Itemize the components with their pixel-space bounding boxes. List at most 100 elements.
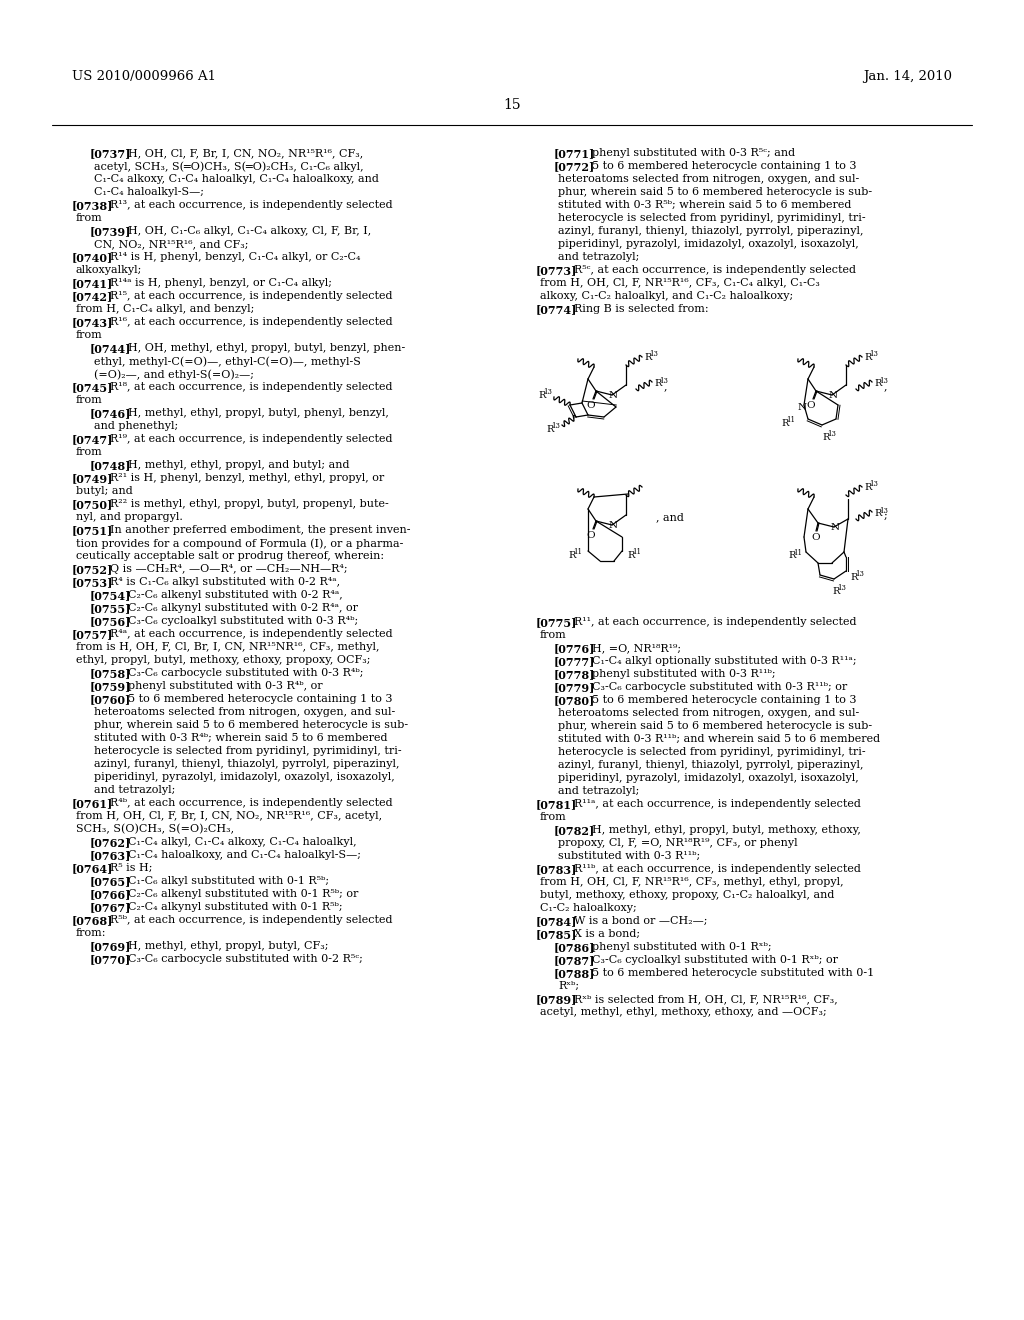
- Text: 13: 13: [649, 350, 657, 358]
- Text: [0756]: [0756]: [90, 616, 131, 627]
- Text: [0781]: [0781]: [536, 799, 578, 810]
- Text: US 2010/0009966 A1: US 2010/0009966 A1: [72, 70, 216, 83]
- Text: piperidinyl, pyrazolyl, imidazolyl, oxazolyl, isoxazolyl,: piperidinyl, pyrazolyl, imidazolyl, oxaz…: [94, 772, 394, 781]
- Text: butyl; and: butyl; and: [76, 486, 133, 496]
- Text: stituted with 0-3 R⁵ᵇ; wherein said 5 to 6 membered: stituted with 0-3 R⁵ᵇ; wherein said 5 to…: [558, 201, 851, 210]
- Text: C₂-C₆ alkenyl substituted with 0-1 R⁵ᵇ; or: C₂-C₆ alkenyl substituted with 0-1 R⁵ᵇ; …: [128, 888, 358, 899]
- Text: ,: ,: [664, 381, 668, 391]
- Text: R: R: [644, 352, 651, 362]
- Text: 13: 13: [879, 507, 888, 515]
- Text: [0770]: [0770]: [90, 954, 131, 965]
- Text: 5 to 6 membered heterocycle containing 1 to 3: 5 to 6 membered heterocycle containing 1…: [592, 696, 856, 705]
- Text: from: from: [76, 330, 102, 341]
- Text: from H, OH, Cl, F, Br, I, CN, NO₂, NR¹⁵R¹⁶, CF₃, acetyl,: from H, OH, Cl, F, Br, I, CN, NO₂, NR¹⁵R…: [76, 810, 382, 821]
- Text: 13: 13: [869, 350, 878, 358]
- Text: acetyl, SCH₃, S(═O)CH₃, S(═O)₂CH₃, C₁-C₆ alkyl,: acetyl, SCH₃, S(═O)CH₃, S(═O)₂CH₃, C₁-C₆…: [94, 161, 364, 172]
- Text: 15: 15: [503, 98, 521, 112]
- Text: Rˣᵇ is selected from H, OH, Cl, F, NR¹⁵R¹⁶, CF₃,: Rˣᵇ is selected from H, OH, Cl, F, NR¹⁵R…: [574, 994, 838, 1005]
- Text: R¹¹ᵃ, at each occurrence, is independently selected: R¹¹ᵃ, at each occurrence, is independent…: [574, 799, 861, 809]
- Text: substituted with 0-3 R¹¹ᵇ;: substituted with 0-3 R¹¹ᵇ;: [558, 851, 700, 861]
- Text: phenyl substituted with 0-3 R¹¹ᵇ;: phenyl substituted with 0-3 R¹¹ᵇ;: [592, 669, 775, 678]
- Text: from: from: [76, 447, 102, 457]
- Text: C₁-C₂ haloalkoxy;: C₁-C₂ haloalkoxy;: [540, 903, 637, 913]
- Text: Ring B is selected from:: Ring B is selected from:: [574, 304, 709, 314]
- Text: R¹¹ᵇ, at each occurrence, is independently selected: R¹¹ᵇ, at each occurrence, is independent…: [574, 865, 861, 874]
- Text: azinyl, furanyl, thienyl, thiazolyl, pyrrolyl, piperazinyl,: azinyl, furanyl, thienyl, thiazolyl, pyr…: [558, 760, 863, 770]
- Text: acetyl, methyl, ethyl, methoxy, ethoxy, and —OCF₃;: acetyl, methyl, ethyl, methoxy, ethoxy, …: [540, 1007, 826, 1016]
- Text: [0737]: [0737]: [90, 148, 131, 158]
- Text: from: from: [76, 395, 102, 405]
- Text: ;: ;: [884, 511, 888, 521]
- Text: 13: 13: [837, 583, 846, 591]
- Text: [0758]: [0758]: [90, 668, 131, 678]
- Text: C₃-C₆ cycloalkyl substituted with 0-1 Rˣᵇ; or: C₃-C₆ cycloalkyl substituted with 0-1 Rˣ…: [592, 954, 838, 965]
- Text: and tetrazolyl;: and tetrazolyl;: [558, 785, 639, 796]
- Text: [0765]: [0765]: [90, 876, 131, 887]
- Text: piperidinyl, pyrazolyl, imidazolyl, oxazolyl, isoxazolyl,: piperidinyl, pyrazolyl, imidazolyl, oxaz…: [558, 239, 859, 249]
- Text: 5 to 6 membered heterocycle substituted with 0-1: 5 to 6 membered heterocycle substituted …: [592, 968, 874, 978]
- Text: [0776]: [0776]: [554, 643, 595, 653]
- Text: 11: 11: [793, 549, 802, 557]
- Text: X is a bond;: X is a bond;: [574, 929, 640, 939]
- Text: R⁵ is H;: R⁵ is H;: [110, 863, 153, 873]
- Text: [0788]: [0788]: [554, 968, 595, 979]
- Text: and tetrazolyl;: and tetrazolyl;: [94, 785, 175, 795]
- Text: [0786]: [0786]: [554, 942, 595, 953]
- Text: R: R: [864, 352, 871, 362]
- Text: R: R: [788, 552, 796, 561]
- Text: R: R: [546, 425, 553, 433]
- Text: [0777]: [0777]: [554, 656, 595, 667]
- Text: H, OH, methyl, ethyl, propyl, butyl, benzyl, phen-: H, OH, methyl, ethyl, propyl, butyl, ben…: [128, 343, 406, 352]
- Text: R¹³, at each occurrence, is independently selected: R¹³, at each occurrence, is independentl…: [110, 201, 392, 210]
- Text: R⁵ᶜ, at each occurrence, is independently selected: R⁵ᶜ, at each occurrence, is independentl…: [574, 265, 856, 275]
- Text: [0745]: [0745]: [72, 381, 114, 393]
- Text: H, methyl, ethyl, propyl, butyl, methoxy, ethoxy,: H, methyl, ethyl, propyl, butyl, methoxy…: [592, 825, 861, 836]
- Text: 13: 13: [659, 378, 668, 385]
- Text: H, methyl, ethyl, propyl, and butyl; and: H, methyl, ethyl, propyl, and butyl; and: [128, 459, 349, 470]
- Text: (=O)₂—, and ethyl-S(=O)₂—;: (=O)₂—, and ethyl-S(=O)₂—;: [94, 370, 254, 380]
- Text: [0746]: [0746]: [90, 408, 131, 418]
- Text: ceutically acceptable salt or prodrug thereof, wherein:: ceutically acceptable salt or prodrug th…: [76, 550, 384, 561]
- Text: Rˣᵇ;: Rˣᵇ;: [558, 981, 580, 991]
- Text: [0764]: [0764]: [72, 863, 114, 874]
- Text: heterocycle is selected from pyridinyl, pyrimidinyl, tri-: heterocycle is selected from pyridinyl, …: [558, 213, 865, 223]
- Text: heteroatoms selected from nitrogen, oxygen, and sul-: heteroatoms selected from nitrogen, oxyg…: [558, 174, 859, 183]
- Text: heterocycle is selected from pyridinyl, pyrimidinyl, tri-: heterocycle is selected from pyridinyl, …: [558, 747, 865, 756]
- Text: N: N: [798, 403, 807, 412]
- Text: R: R: [864, 483, 871, 491]
- Text: 5 to 6 membered heterocycle containing 1 to 3: 5 to 6 membered heterocycle containing 1…: [128, 694, 392, 704]
- Text: and tetrazolyl;: and tetrazolyl;: [558, 252, 639, 261]
- Text: C₁-C₄ alkyl, C₁-C₄ alkoxy, C₁-C₄ haloalkyl,: C₁-C₄ alkyl, C₁-C₄ alkoxy, C₁-C₄ haloalk…: [128, 837, 356, 847]
- Text: [0741]: [0741]: [72, 279, 114, 289]
- Text: phenyl substituted with 0-1 Rˣᵇ;: phenyl substituted with 0-1 Rˣᵇ;: [592, 942, 772, 952]
- Text: O: O: [587, 531, 595, 540]
- Text: Q is —CH₂R⁴, —O—R⁴, or —CH₂—NH—R⁴;: Q is —CH₂R⁴, —O—R⁴, or —CH₂—NH—R⁴;: [110, 564, 347, 574]
- Text: 11: 11: [573, 548, 582, 556]
- Text: H, OH, Cl, F, Br, I, CN, NO₂, NR¹⁵R¹⁶, CF₃,: H, OH, Cl, F, Br, I, CN, NO₂, NR¹⁵R¹⁶, C…: [128, 148, 364, 158]
- Text: from: from: [540, 812, 566, 822]
- Text: [0762]: [0762]: [90, 837, 131, 847]
- Text: ethyl, methyl-C(=O)—, ethyl-C(=O)—, methyl-S: ethyl, methyl-C(=O)—, ethyl-C(=O)—, meth…: [94, 356, 360, 367]
- Text: [0753]: [0753]: [72, 577, 114, 587]
- Text: [0779]: [0779]: [554, 682, 595, 693]
- Text: [0747]: [0747]: [72, 434, 114, 445]
- Text: ethyl, propyl, butyl, methoxy, ethoxy, propoxy, OCF₃;: ethyl, propyl, butyl, methoxy, ethoxy, p…: [76, 655, 371, 665]
- Text: nyl, and propargyl.: nyl, and propargyl.: [76, 512, 183, 521]
- Text: [0772]: [0772]: [554, 161, 595, 172]
- Text: R⁴ᵃ, at each occurrence, is independently selected: R⁴ᵃ, at each occurrence, is independentl…: [110, 630, 392, 639]
- Text: piperidinyl, pyrazolyl, imidazolyl, oxazolyl, isoxazolyl,: piperidinyl, pyrazolyl, imidazolyl, oxaz…: [558, 774, 859, 783]
- Text: , and: , and: [656, 512, 684, 521]
- Text: phur, wherein said 5 to 6 membered heterocycle is sub-: phur, wherein said 5 to 6 membered heter…: [558, 721, 872, 731]
- Text: C₁-C₆ alkyl substituted with 0-1 R⁵ᵇ;: C₁-C₆ alkyl substituted with 0-1 R⁵ᵇ;: [128, 876, 329, 886]
- Text: azinyl, furanyl, thienyl, thiazolyl, pyrrolyl, piperazinyl,: azinyl, furanyl, thienyl, thiazolyl, pyr…: [94, 759, 399, 770]
- Text: 13: 13: [543, 388, 552, 396]
- Text: [0768]: [0768]: [72, 915, 114, 927]
- Text: 11: 11: [632, 548, 641, 556]
- Text: R¹⁸, at each occurrence, is independently selected: R¹⁸, at each occurrence, is independentl…: [110, 381, 392, 392]
- Text: tion provides for a compound of Formula (I), or a pharma-: tion provides for a compound of Formula …: [76, 539, 403, 549]
- Text: R¹⁴ is H, phenyl, benzyl, C₁-C₄ alkyl, or C₂-C₄: R¹⁴ is H, phenyl, benzyl, C₁-C₄ alkyl, o…: [110, 252, 360, 261]
- Text: [0783]: [0783]: [536, 865, 578, 875]
- Text: stituted with 0-3 R¹¹ᵇ; and wherein said 5 to 6 membered: stituted with 0-3 R¹¹ᵇ; and wherein said…: [558, 734, 880, 744]
- Text: from is H, OH, F, Cl, Br, I, CN, NR¹⁵NR¹⁶, CF₃, methyl,: from is H, OH, F, Cl, Br, I, CN, NR¹⁵NR¹…: [76, 642, 380, 652]
- Text: 13: 13: [551, 422, 560, 430]
